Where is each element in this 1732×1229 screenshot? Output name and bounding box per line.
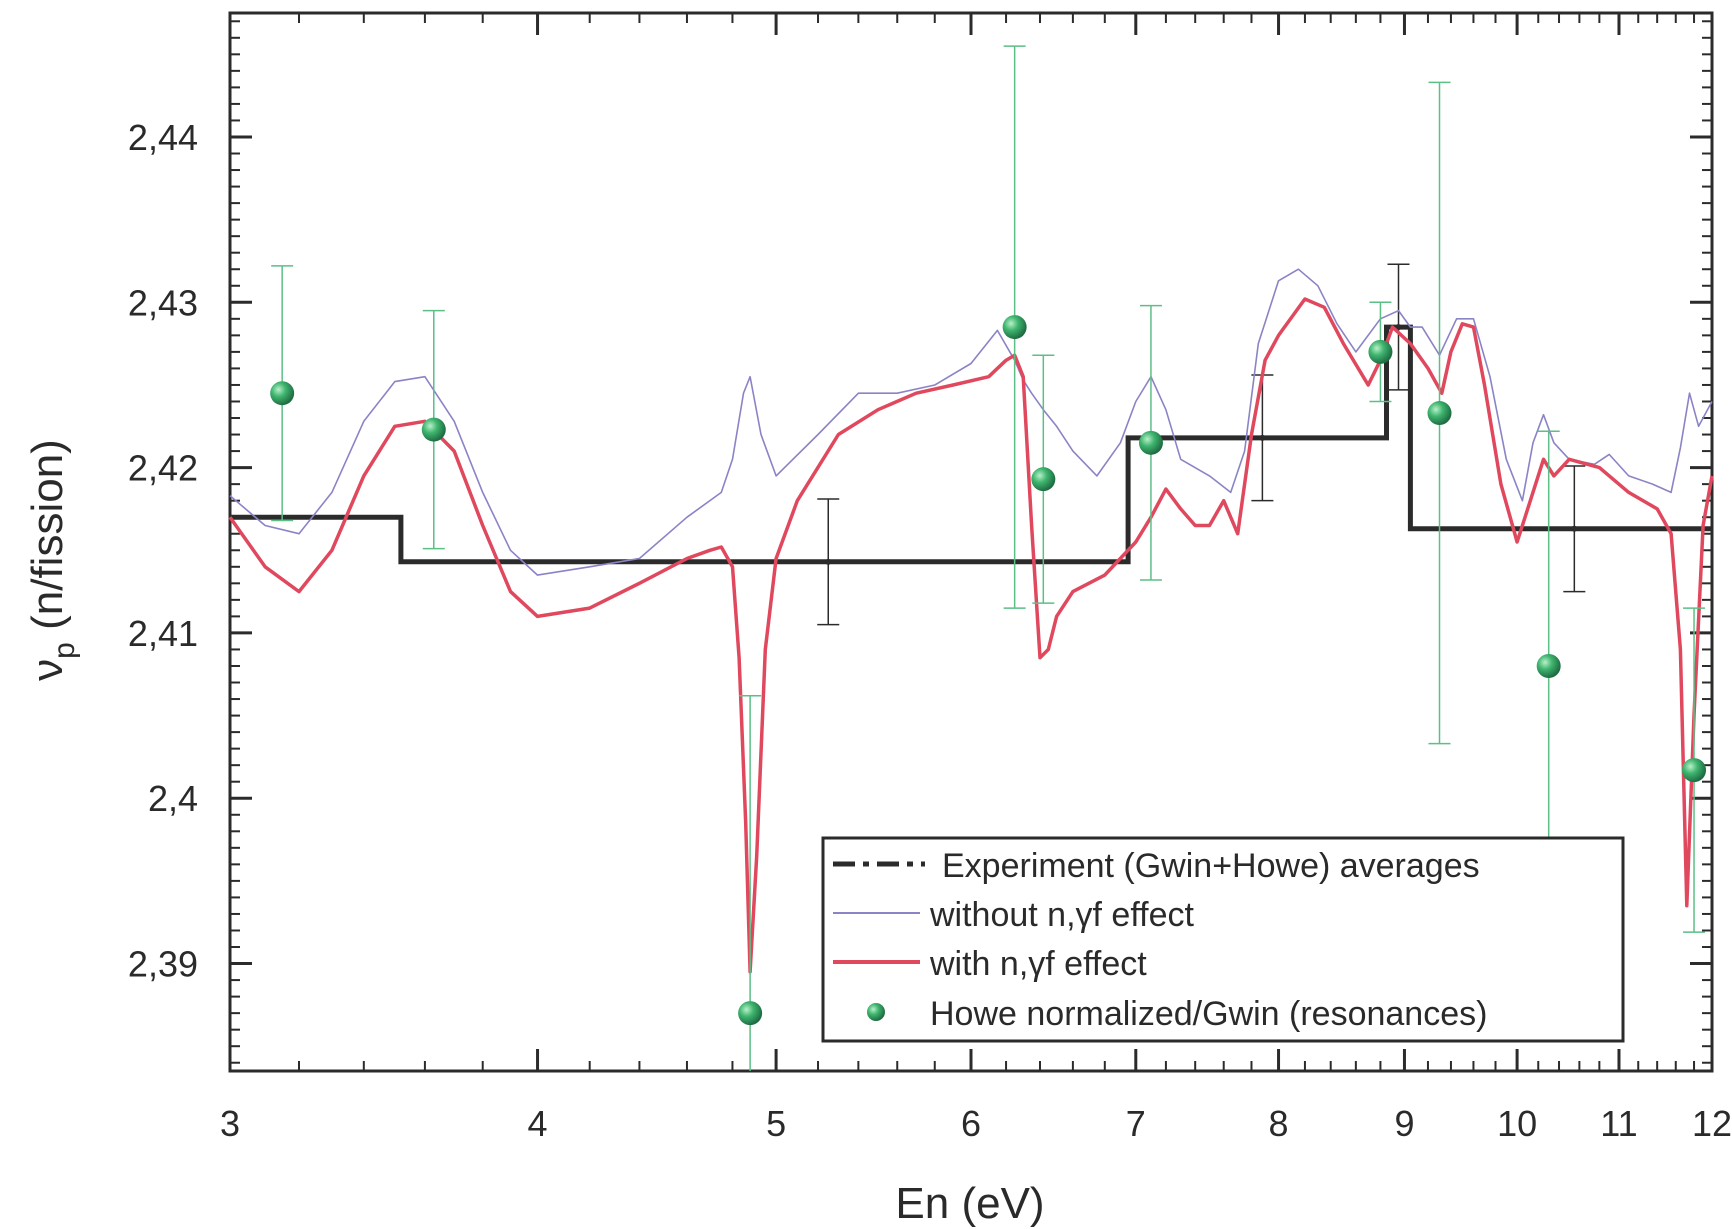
legend-label-experiment: Experiment (Gwin+Howe) averages — [942, 847, 1480, 885]
experiment-point — [1571, 525, 1578, 532]
experiment-point — [1395, 324, 1402, 331]
y-tick-label: 2,4 — [148, 778, 198, 819]
howe-point — [421, 417, 446, 442]
without-effect-line — [229, 268, 1713, 576]
x-tick-label: 5 — [766, 1103, 786, 1144]
howe-point — [1682, 758, 1707, 783]
legend-swatch-howe — [867, 1003, 885, 1021]
howe-point — [1427, 401, 1452, 426]
howe-point — [1031, 467, 1056, 492]
howe-point — [1138, 430, 1163, 455]
y-tick-label: 2,44 — [128, 117, 198, 158]
axis-ticks — [228, 13, 1714, 1071]
series-layer — [228, 263, 1714, 974]
experiment-step-line — [230, 324, 1712, 565]
y-tick-labels: 2,39 2,4 2,41 2,42 2,43 2,44 — [128, 117, 198, 985]
experiment-point — [1259, 434, 1266, 441]
x-tick-label: 11 — [1600, 1103, 1637, 1144]
with-effect-line — [228, 297, 1714, 974]
x-tick-labels: 3 4 5 6 7 8 9 10 11 12 — [220, 1103, 1732, 1144]
x-tick-label: 9 — [1394, 1103, 1414, 1144]
legend: Experiment (Gwin+Howe) averages without … — [821, 836, 1625, 1043]
experiment-point — [825, 558, 832, 565]
y-axis-title: νp (n/fission) — [23, 439, 81, 681]
y-axis-unit: (n/fission) — [23, 439, 72, 630]
legend-box — [821, 836, 1625, 1043]
howe-point — [1368, 339, 1393, 364]
x-axis-title: En (eV) — [895, 1179, 1044, 1228]
svg-text:νp (n/fission): νp (n/fission) — [23, 439, 81, 681]
y-tick-label: 2,41 — [128, 613, 198, 654]
legend-label-with: with n,γf effect — [929, 945, 1147, 983]
x-tick-label: 10 — [1497, 1103, 1537, 1144]
legend-label-without: without n,γf effect — [929, 896, 1195, 934]
x-tick-label: 3 — [220, 1103, 240, 1144]
howe-point — [738, 1001, 763, 1026]
y-tick-label: 2,43 — [128, 282, 198, 323]
points-layer — [270, 45, 1707, 1071]
howe-point — [270, 381, 295, 406]
x-tick-label: 12 — [1692, 1103, 1732, 1144]
x-tick-label: 6 — [961, 1103, 981, 1144]
y-tick-label: 2,39 — [128, 944, 198, 985]
y-tick-label: 2,42 — [128, 448, 198, 489]
howe-point — [1536, 653, 1561, 678]
y-axis-subscript: p — [48, 642, 81, 659]
x-tick-label: 7 — [1126, 1103, 1146, 1144]
howe-point — [1002, 315, 1027, 340]
legend-label-howe: Howe normalized/Gwin (resonances) — [930, 995, 1487, 1033]
y-axis-symbol: ν — [23, 659, 72, 681]
x-tick-label: 4 — [528, 1103, 548, 1144]
x-tick-label: 8 — [1269, 1103, 1289, 1144]
